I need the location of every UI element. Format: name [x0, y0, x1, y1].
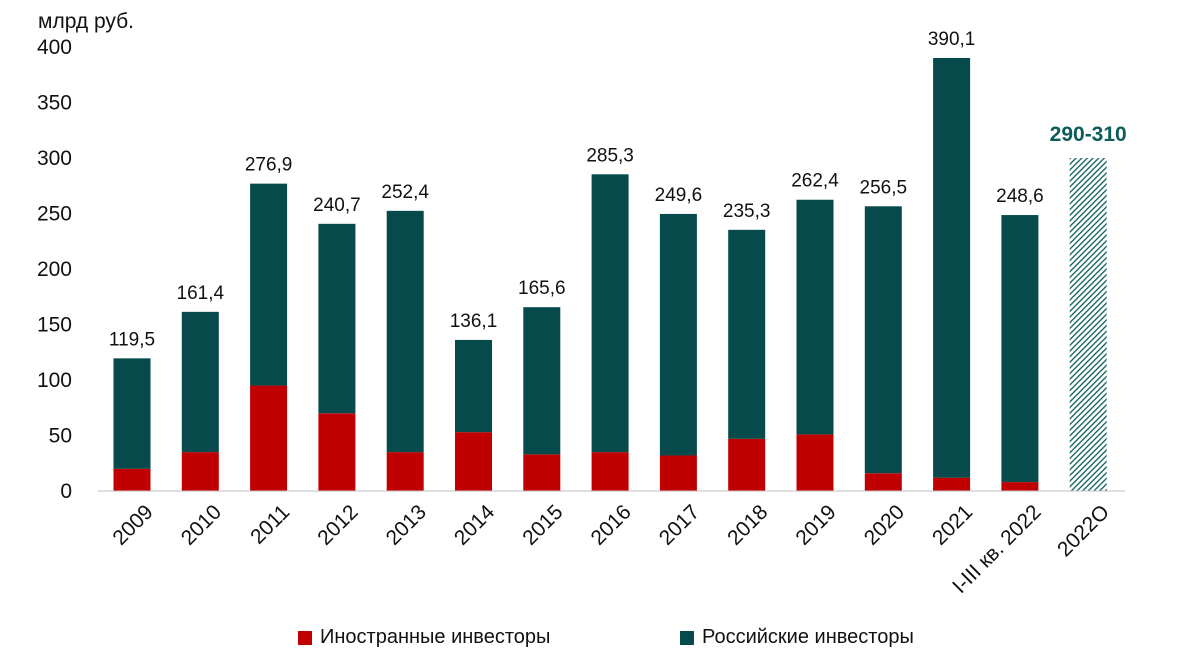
bar-segment-foreign [455, 432, 492, 491]
bar-total-label: 256,5 [860, 177, 908, 198]
bar-segment-foreign [864, 473, 902, 491]
y-tick-label: 100 [37, 369, 72, 392]
bar-segment-foreign [386, 452, 424, 491]
bar-segment-foreign [523, 454, 561, 491]
bar-total-label: 165,6 [518, 278, 566, 299]
bar-segment-foreign [591, 452, 629, 491]
bar-segment-russian [1001, 215, 1039, 483]
bar-forecast [1069, 158, 1107, 491]
bar-segment-russian [864, 206, 902, 474]
y-tick-label: 350 [37, 92, 72, 115]
bar-total-label: 252,4 [381, 182, 429, 203]
legend-swatch-russian [680, 630, 694, 645]
legend: Иностранные инвесторы Российские инвесто… [0, 626, 1200, 656]
legend-swatch-foreign [298, 630, 312, 645]
bar-segment-russian [933, 57, 971, 478]
bar-total-label: 240,7 [313, 195, 361, 216]
bar-segment-russian [318, 223, 356, 414]
bar-total-label: 262,4 [791, 171, 839, 192]
bar-total-label: 161,4 [177, 283, 225, 304]
y-tick-label: 50 [49, 425, 72, 448]
x-tick-label: 2012 [313, 500, 362, 549]
bar-segment-foreign [250, 385, 288, 491]
x-tick-label: 2019 [791, 500, 840, 549]
bar-total-label: 249,6 [655, 185, 703, 206]
bar-total-label: 248,6 [996, 186, 1044, 207]
x-tick-label: 2013 [382, 500, 431, 549]
bar-segment-russian [250, 183, 288, 386]
y-tick-label: 400 [37, 36, 72, 59]
bar-segment-russian [796, 199, 834, 435]
bar-total-label: 136,1 [450, 311, 498, 332]
x-tick-label: 2009 [108, 500, 157, 549]
legend-item-foreign: Иностранные инвесторы [298, 626, 550, 649]
bar-total-label: 276,9 [245, 155, 293, 176]
bar-segment-russian [455, 339, 492, 433]
bar-segment-foreign [318, 413, 356, 491]
x-tick-label: 2015 [518, 500, 567, 549]
x-tick-label: 2010 [177, 500, 226, 549]
bar-segment-russian [659, 213, 697, 456]
y-tick-label: 200 [37, 258, 72, 281]
bar-segment-russian [113, 358, 151, 469]
y-tick-label: 0 [60, 480, 72, 503]
bar-segment-foreign [1001, 482, 1039, 491]
forecast-value-label: 290-310 [1050, 123, 1127, 146]
bar-segment-russian [523, 307, 561, 455]
x-tick-label: 2022О [1053, 500, 1114, 561]
bar-total-label: 285,3 [586, 145, 634, 166]
bar-segment-russian [728, 229, 766, 439]
y-tick-label: 300 [37, 147, 72, 170]
bar-total-label: 235,3 [723, 201, 771, 222]
legend-label-russian: Российские инвесторы [702, 626, 914, 648]
bar-segment-russian [591, 174, 629, 453]
bar-total-label: 119,5 [109, 329, 155, 350]
x-tick-label: 2014 [450, 500, 500, 550]
bar-segment-foreign [181, 452, 219, 491]
x-tick-label: 2016 [587, 500, 636, 549]
x-tick-label: 2018 [723, 500, 772, 549]
legend-item-russian: Российские инвесторы [680, 626, 914, 649]
bar-segment-foreign [933, 477, 971, 491]
bar-segment-russian [181, 311, 219, 453]
x-tick-label: 2017 [655, 500, 704, 549]
bar-segment-foreign [659, 455, 697, 491]
x-tick-label: 2011 [246, 500, 294, 548]
bar-segment-russian [386, 210, 424, 453]
bar-segment-foreign [796, 434, 834, 491]
bar-segment-foreign [728, 438, 766, 491]
legend-label-foreign: Иностранные инвесторы [320, 626, 551, 648]
bar-total-label: 390,1 [928, 29, 976, 50]
y-tick-label: 250 [37, 203, 72, 226]
y-axis-unit-label: млрд руб. [38, 10, 134, 33]
bar-segment-foreign [113, 468, 151, 491]
x-tick-label: 2020 [860, 500, 909, 549]
x-tick-label: 2021 [928, 500, 977, 549]
y-tick-label: 150 [37, 314, 72, 337]
